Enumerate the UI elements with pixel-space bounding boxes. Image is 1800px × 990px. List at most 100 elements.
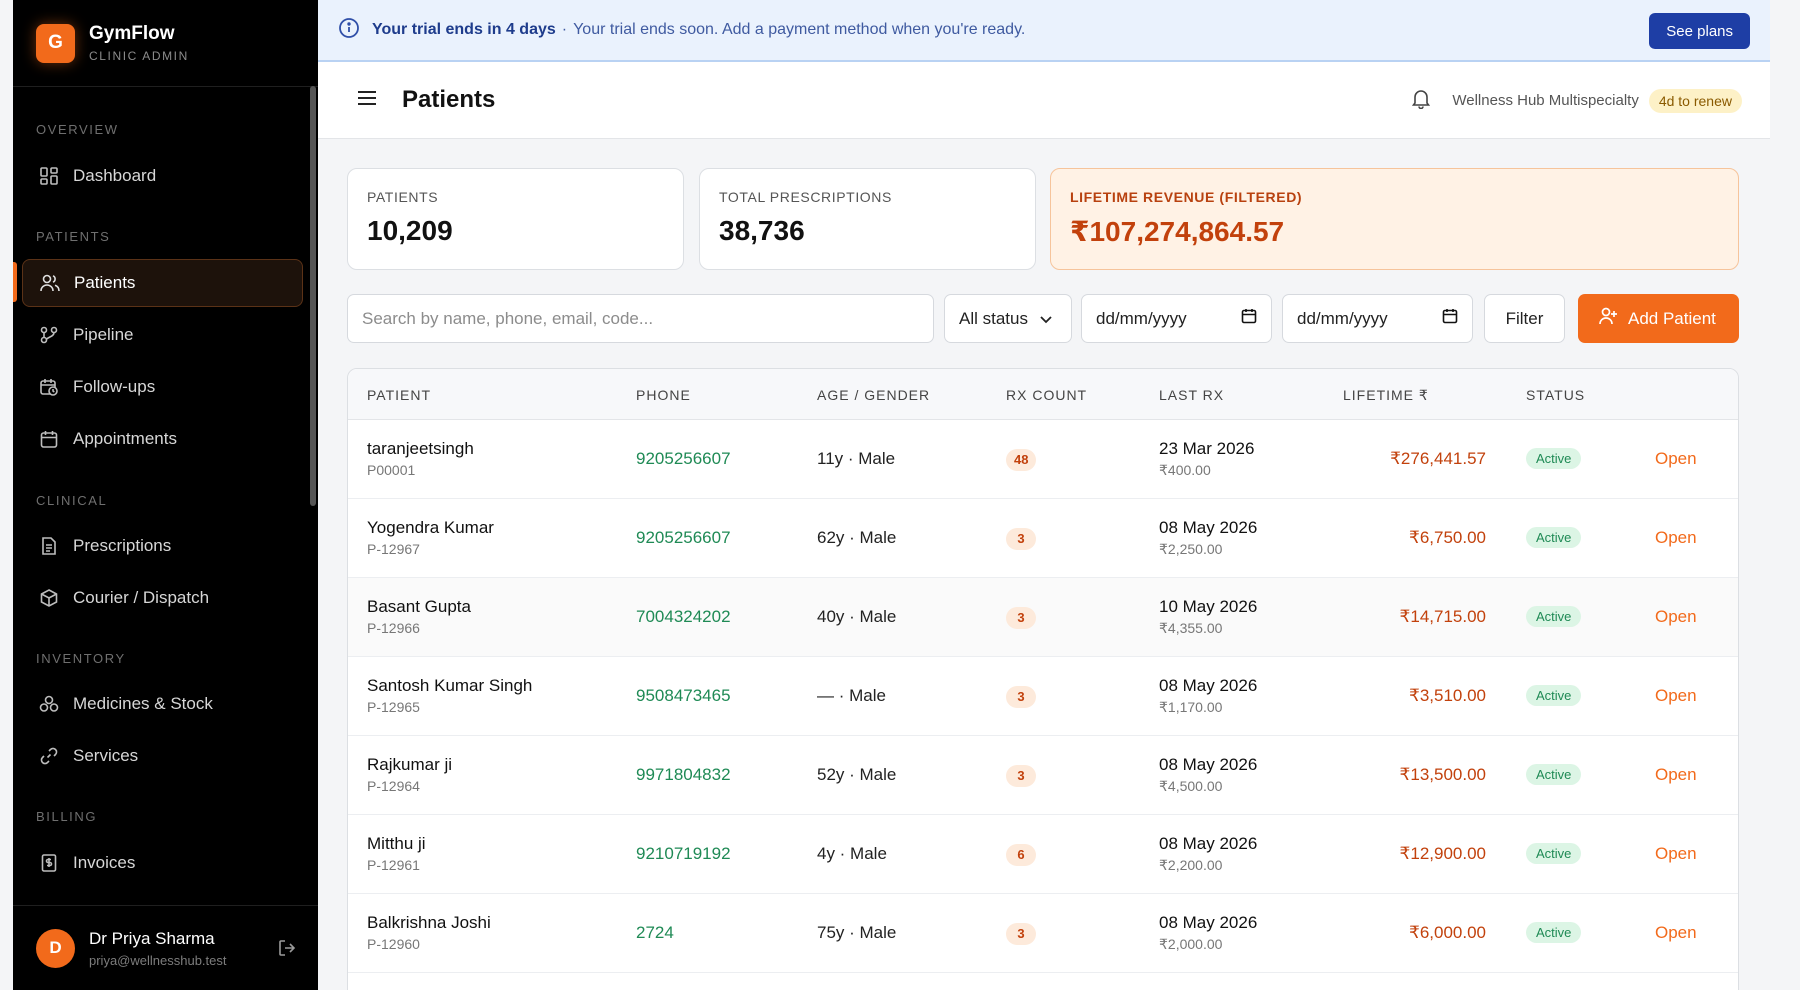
page-header: Patients Wellness Hub Multispecialty 4d … (318, 62, 1770, 139)
lifetime-value: ₹6,750.00 (1409, 528, 1486, 547)
sidebar-item-label: Prescriptions (73, 536, 172, 555)
filter-button[interactable]: Filter (1484, 294, 1565, 343)
sidebar-item-invoices[interactable]: Invoices (22, 839, 303, 887)
document-icon (39, 536, 59, 556)
open-link[interactable]: Open (1655, 686, 1697, 705)
logout-icon[interactable] (278, 939, 296, 962)
chevron-down-icon (1040, 309, 1052, 329)
calendar-icon[interactable] (1442, 308, 1458, 329)
last-rx-amount: ₹4,500.00 (1159, 778, 1223, 794)
stat-value: 10,209 (367, 215, 453, 246)
patient-code: P-12965 (367, 699, 420, 715)
calendar-icon[interactable] (1241, 308, 1257, 329)
patient-phone[interactable]: 9205256607 (636, 528, 731, 547)
open-link[interactable]: Open (1655, 844, 1697, 863)
rx-count-badge: 3 (1006, 528, 1036, 550)
open-link[interactable]: Open (1655, 607, 1697, 626)
sidebar-item-label: Dashboard (73, 166, 157, 185)
banner-title: Your trial ends in 4 days (372, 21, 556, 38)
column-header-patient[interactable]: PATIENT (367, 387, 432, 403)
sidebar-item-prescriptions[interactable]: Prescriptions (22, 522, 303, 570)
patient-phone[interactable]: 9508473465 (636, 686, 731, 705)
open-link[interactable]: Open (1655, 765, 1697, 784)
lifetime-value: ₹14,715.00 (1399, 607, 1486, 626)
stat-label: PATIENTS (367, 189, 439, 205)
sidebar-item-courier[interactable]: Courier / Dispatch (22, 574, 303, 622)
status-badge: Active (1526, 448, 1582, 469)
brand[interactable]: G GymFlow CLINIC ADMIN (13, 0, 318, 87)
table-row[interactable]: taranjeetsingh P00001 9205256607 11y · Male… (348, 420, 1738, 499)
status-badge: Active (1526, 527, 1582, 548)
sidebar-scrollbar[interactable] (310, 86, 316, 506)
nav-section-clinical: CLINICAL (36, 493, 108, 508)
trial-banner: Your trial ends in 4 days · Your trial e… (318, 0, 1770, 62)
last-rx-amount: ₹2,000.00 (1159, 936, 1223, 952)
dashboard-icon (39, 166, 59, 186)
patient-phone[interactable]: 9210719192 (636, 844, 731, 863)
table-row[interactable]: Rajkumar ji P-12964 9971804832 52y · Male 3 0… (348, 736, 1738, 815)
date-to-placeholder: dd/mm/yyyy (1297, 308, 1388, 328)
calendar-clock-icon (39, 377, 59, 397)
column-header-phone[interactable]: PHONE (636, 387, 691, 403)
patient-code: P-12961 (367, 857, 420, 873)
renew-badge: 4d to renew (1648, 88, 1742, 113)
patients-table: PATIENT PHONE AGE / GENDER RX COUNT LAST… (347, 368, 1739, 990)
sidebar-item-label: Appointments (73, 429, 177, 448)
column-header-last-rx[interactable]: LAST RX (1159, 387, 1225, 403)
info-icon (338, 17, 360, 44)
open-link[interactable]: Open (1655, 923, 1697, 942)
stat-card-patients: PATIENTS 10,209 (347, 168, 684, 270)
sidebar-item-dashboard[interactable]: Dashboard (22, 152, 303, 200)
last-rx-date: 08 May 2026 (1159, 913, 1258, 932)
patient-code: P-12964 (367, 778, 420, 794)
sidebar-item-medicines[interactable]: Medicines & Stock (22, 680, 303, 728)
package-icon (39, 588, 59, 608)
sidebar-item-follow-ups[interactable]: Follow-ups (22, 363, 303, 411)
clinic-name: Wellness Hub Multispecialty (1452, 92, 1639, 109)
sidebar: G GymFlow CLINIC ADMIN OVERVIEW Dashboar… (13, 0, 318, 990)
sidebar-item-label: Services (73, 746, 139, 765)
open-link[interactable]: Open (1655, 449, 1697, 468)
stat-label: TOTAL PRESCRIPTIONS (719, 189, 892, 205)
sidebar-item-pipeline[interactable]: Pipeline (22, 311, 303, 359)
user-profile[interactable]: D Dr Priya Sharma priya@wellnesshub.test (13, 905, 318, 990)
column-header-rx-count[interactable]: RX COUNT (1006, 387, 1088, 403)
bell-icon[interactable] (1410, 87, 1432, 114)
status-select-value: All status (959, 308, 1028, 328)
last-rx-date: 08 May 2026 (1159, 518, 1258, 537)
search-input[interactable]: Search by name, phone, email, code... (347, 294, 934, 343)
table-row[interactable]: Balkrishna Joshi P-12960 2724 75y · Male 3 08… (348, 894, 1738, 973)
sidebar-item-patients[interactable]: Patients (22, 259, 303, 307)
patient-name: Yogendra Kumar (367, 518, 494, 537)
table-row[interactable]: Mitthu ji P-12961 9210719192 4y · Male 6 08 M… (348, 815, 1738, 894)
sidebar-item-label: Pipeline (73, 325, 134, 344)
patient-code: P00001 (367, 462, 416, 478)
column-header-status[interactable]: STATUS (1526, 387, 1586, 403)
date-to-input[interactable]: dd/mm/yyyy (1282, 294, 1473, 343)
last-rx-date: 23 Mar 2026 (1159, 439, 1255, 458)
column-header-age-gender[interactable]: AGE / GENDER (817, 387, 931, 403)
table-row[interactable]: Yogendra Kumar P-12967 9205256607 62y · Mal… (348, 499, 1738, 578)
status-badge: Active (1526, 764, 1582, 785)
brand-subtitle: CLINIC ADMIN (89, 49, 189, 63)
last-rx-amount: ₹4,355.00 (1159, 620, 1223, 636)
brand-logo: G (36, 23, 75, 63)
sidebar-item-appointments[interactable]: Appointments (22, 415, 303, 463)
table-row[interactable]: Santosh Kumar Singh P-12965 9508473465 — · … (348, 657, 1738, 736)
see-plans-button[interactable]: See plans (1649, 13, 1750, 49)
patient-phone[interactable]: 9971804832 (636, 765, 731, 784)
nav-section-patients: PATIENTS (36, 229, 111, 244)
menu-icon[interactable] (356, 89, 378, 112)
table-row[interactable]: Basant Gupta P-12966 7004324202 40y · Male 3… (348, 578, 1738, 657)
lifetime-value: ₹276,441.57 (1390, 449, 1486, 468)
date-from-input[interactable]: dd/mm/yyyy (1081, 294, 1272, 343)
patient-phone[interactable]: 7004324202 (636, 607, 731, 626)
patient-name: Balkrishna Joshi (367, 913, 491, 932)
column-header-lifetime[interactable]: LIFETIME ₹ (1343, 387, 1429, 403)
patient-phone[interactable]: 9205256607 (636, 449, 731, 468)
patient-phone[interactable]: 2724 (636, 923, 674, 942)
open-link[interactable]: Open (1655, 528, 1697, 547)
add-patient-button[interactable]: Add Patient (1578, 294, 1739, 343)
sidebar-item-services[interactable]: Services (22, 732, 303, 780)
status-select[interactable]: All status (944, 294, 1072, 343)
